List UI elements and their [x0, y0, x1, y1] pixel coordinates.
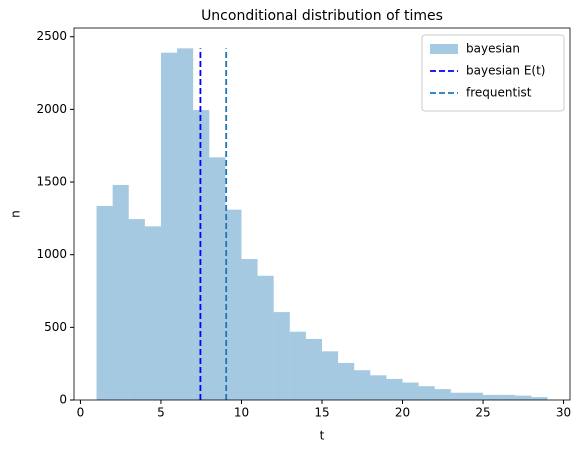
x-tick-label: 25 — [475, 406, 490, 420]
bar — [515, 395, 532, 400]
y-tick-label: 1000 — [36, 247, 67, 261]
bar — [257, 275, 274, 400]
bar — [466, 392, 484, 400]
bar — [370, 375, 387, 400]
bar — [386, 378, 403, 400]
y-axis-label: n — [9, 210, 23, 218]
bar — [354, 370, 371, 400]
y-tick-label: 2500 — [36, 29, 67, 43]
legend-label: frequentist — [466, 86, 532, 100]
x-tick-label: 10 — [234, 406, 249, 420]
y-tick-label: 2000 — [36, 102, 67, 116]
bar — [160, 52, 178, 400]
bar — [209, 157, 226, 400]
bar — [112, 184, 129, 400]
x-tick-label: 5 — [157, 406, 165, 420]
x-tick-label: 30 — [556, 406, 571, 420]
bar — [273, 312, 290, 400]
bar — [434, 389, 451, 400]
legend-label: bayesian E(t) — [466, 64, 545, 78]
x-tick-label: 15 — [314, 406, 329, 420]
bar — [241, 259, 258, 400]
bar — [305, 338, 322, 400]
bar — [402, 382, 419, 400]
x-tick-label: 0 — [77, 406, 85, 420]
bar — [289, 331, 306, 400]
y-tick-label: 1500 — [36, 175, 67, 189]
y-tick-label: 0 — [59, 393, 67, 407]
bar — [96, 206, 113, 400]
legend-swatch — [430, 44, 458, 54]
bar — [418, 386, 435, 400]
y-tick-label: 500 — [44, 320, 67, 334]
x-tick-label: 20 — [395, 406, 410, 420]
bar — [225, 209, 242, 400]
bar — [144, 226, 161, 400]
bar — [483, 394, 500, 400]
bar — [128, 219, 145, 400]
bar — [322, 351, 339, 400]
bar — [338, 362, 355, 400]
bar — [177, 48, 194, 400]
bar — [499, 394, 516, 400]
legend-label: bayesian — [466, 42, 520, 56]
chart-title: Unconditional distribution of times — [201, 8, 443, 24]
bar — [531, 397, 548, 400]
bar — [450, 392, 467, 400]
x-axis-label: t — [320, 429, 325, 443]
legend-box — [421, 34, 565, 112]
